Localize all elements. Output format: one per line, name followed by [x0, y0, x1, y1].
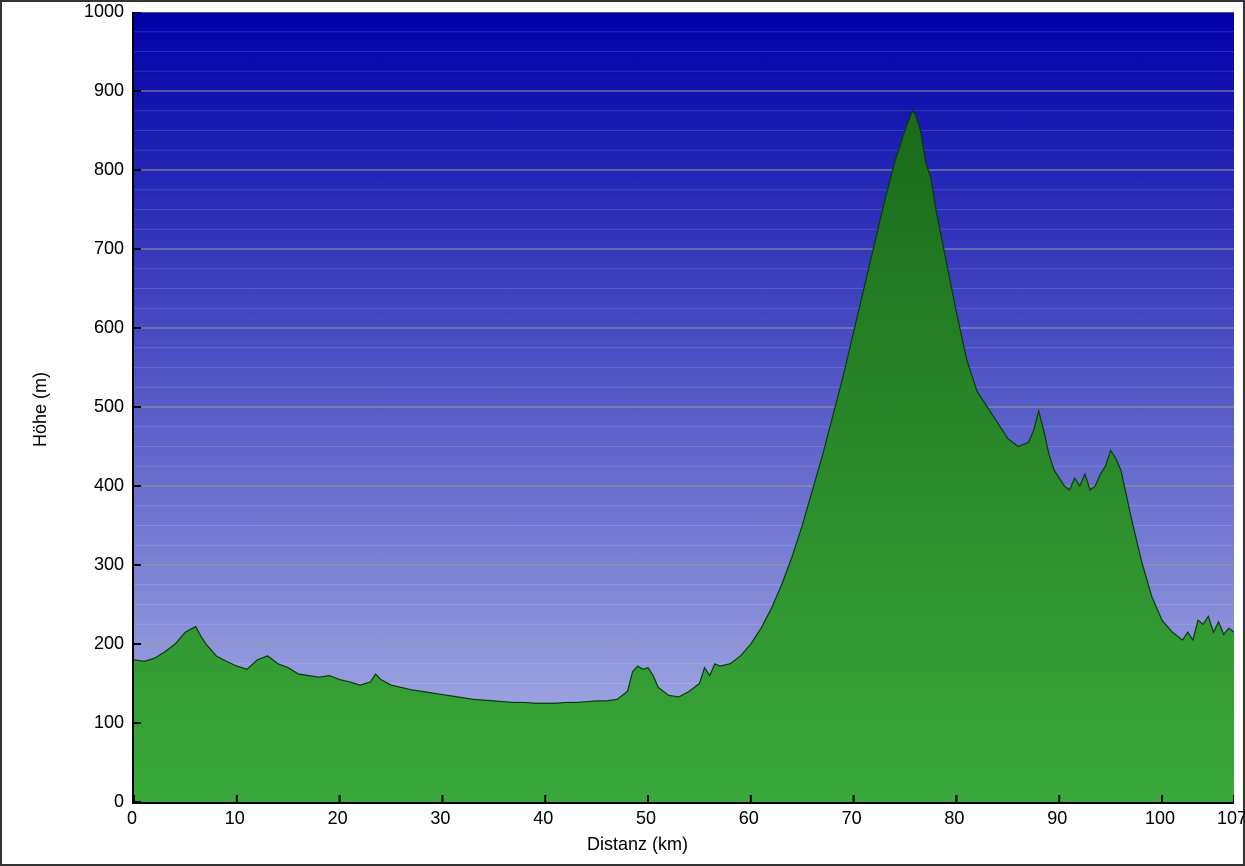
y-tick-label: 200: [72, 633, 124, 654]
y-tick-label: 800: [72, 159, 124, 180]
y-tick-label: 300: [72, 554, 124, 575]
x-tick-label: 50: [631, 808, 661, 829]
x-tick-label: 100: [1145, 808, 1175, 829]
x-tick-label: 90: [1042, 808, 1072, 829]
plot-area: [132, 12, 1234, 804]
x-axis-title: Distanz (km): [587, 834, 688, 855]
y-tick-label: 600: [72, 317, 124, 338]
chart-frame: Höhe (m) Distanz (km) 0 10 20 30 40 50 60 70 80 9…: [0, 0, 1245, 866]
x-tick-label: 30: [425, 808, 455, 829]
x-tick-label: 40: [528, 808, 558, 829]
x-tick-label: 80: [939, 808, 969, 829]
x-tick-label: 107: [1217, 808, 1245, 829]
y-tick-label: 100: [72, 712, 124, 733]
x-tick-label: 10: [220, 808, 250, 829]
y-tick-label: 900: [72, 80, 124, 101]
x-tick-label: 60: [734, 808, 764, 829]
x-tick-label: 70: [837, 808, 867, 829]
y-tick-label: 400: [72, 475, 124, 496]
x-tick-label: 20: [323, 808, 353, 829]
y-tick-label: 0: [72, 791, 124, 812]
chart-svg: [134, 12, 1234, 802]
y-axis-title: Höhe (m): [30, 372, 51, 447]
y-tick-label: 1000: [72, 1, 124, 22]
y-tick-label: 700: [72, 238, 124, 259]
y-tick-label: 500: [72, 396, 124, 417]
